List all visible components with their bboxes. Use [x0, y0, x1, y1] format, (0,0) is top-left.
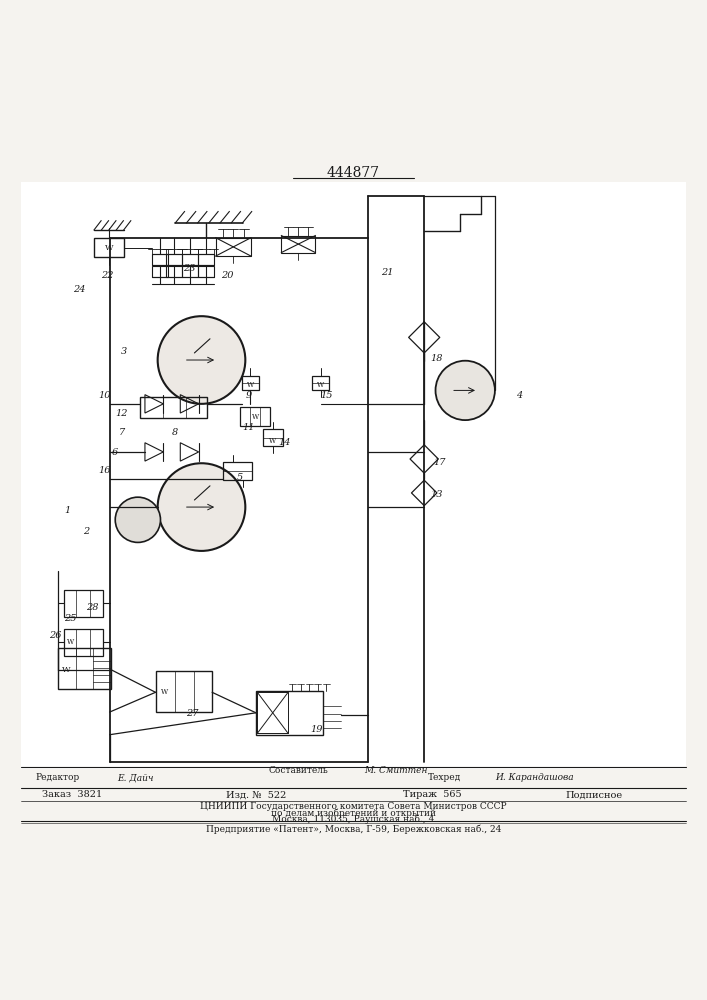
Text: 24: 24 — [73, 285, 86, 294]
Text: 2: 2 — [83, 527, 89, 536]
Text: М. Смиттен: М. Смиттен — [364, 766, 428, 775]
Text: 15: 15 — [320, 391, 333, 400]
Text: Заказ  3821: Заказ 3821 — [42, 790, 103, 799]
Text: И. Карандашова: И. Карандашова — [495, 773, 573, 782]
Text: 11: 11 — [243, 423, 255, 432]
Bar — [257, 692, 288, 733]
Text: ЦНИИПИ Государственного комитета Совета Министров СССР: ЦНИИПИ Государственного комитета Совета … — [200, 802, 507, 811]
Text: 6: 6 — [112, 448, 117, 457]
Text: 20: 20 — [221, 271, 234, 280]
Bar — [223, 462, 252, 480]
Text: Подписное: Подписное — [566, 790, 623, 799]
Text: Предприятие «Патент», Москва, Г-59, Бережковская наб., 24: Предприятие «Патент», Москва, Г-59, Бере… — [206, 825, 501, 834]
Bar — [166, 266, 182, 277]
Bar — [256, 691, 323, 735]
Text: 10: 10 — [98, 391, 111, 400]
Text: Тираж  565: Тираж 565 — [403, 790, 462, 799]
Text: W: W — [269, 437, 276, 445]
Bar — [94, 238, 124, 257]
Circle shape — [158, 463, 245, 551]
Text: Изд. №  522: Изд. № 522 — [226, 790, 286, 799]
Circle shape — [158, 316, 245, 404]
Bar — [140, 397, 207, 418]
Text: Составитель: Составитель — [269, 766, 329, 775]
Text: Москва, 113035, Раушская наб., 4: Москва, 113035, Раушская наб., 4 — [272, 815, 435, 824]
Bar — [152, 266, 168, 277]
Bar — [198, 254, 214, 265]
Text: W: W — [247, 381, 254, 389]
Circle shape — [115, 497, 160, 542]
Bar — [64, 590, 103, 617]
Text: 25: 25 — [64, 614, 77, 623]
Text: 3: 3 — [121, 347, 127, 356]
Text: 16: 16 — [98, 466, 111, 475]
Bar — [281, 236, 315, 253]
Text: 1: 1 — [64, 506, 70, 515]
Text: W: W — [252, 413, 259, 421]
Text: 9: 9 — [246, 391, 252, 400]
Bar — [21, 182, 686, 769]
Text: 27: 27 — [186, 709, 199, 718]
Bar — [242, 376, 259, 390]
Bar — [64, 629, 103, 656]
Text: Редактор: Редактор — [35, 773, 80, 782]
Bar — [182, 266, 198, 277]
Bar — [216, 238, 251, 256]
Bar — [156, 671, 212, 712]
Text: 21: 21 — [381, 268, 394, 277]
Bar — [198, 266, 214, 277]
Text: 28: 28 — [86, 603, 98, 612]
Bar — [58, 648, 111, 689]
Text: 17: 17 — [433, 458, 446, 467]
Text: 13: 13 — [431, 490, 443, 499]
Text: 22: 22 — [101, 271, 114, 280]
Text: W: W — [62, 666, 71, 674]
Text: W: W — [105, 244, 113, 252]
Text: W: W — [161, 688, 168, 696]
Bar — [182, 254, 198, 265]
Text: Техред: Техред — [428, 773, 461, 782]
Text: W: W — [67, 638, 74, 646]
Text: по делам изобретений и открытий: по делам изобретений и открытий — [271, 808, 436, 818]
Circle shape — [436, 361, 495, 420]
Text: 444877: 444877 — [327, 166, 380, 180]
Text: 18: 18 — [431, 354, 443, 363]
Text: Е. Дайч: Е. Дайч — [117, 773, 153, 782]
Text: 4: 4 — [517, 391, 522, 400]
Bar — [312, 376, 329, 390]
Text: 14: 14 — [278, 438, 291, 447]
Bar — [263, 429, 283, 446]
Text: W: W — [317, 381, 325, 389]
Text: 19: 19 — [310, 725, 323, 734]
Text: 23: 23 — [183, 264, 196, 273]
Bar — [152, 254, 168, 265]
Bar — [240, 407, 270, 426]
Text: 12: 12 — [115, 409, 128, 418]
Text: 26: 26 — [49, 631, 62, 640]
Bar — [166, 254, 182, 265]
Text: 7: 7 — [119, 428, 124, 437]
Text: 8: 8 — [173, 428, 178, 437]
Text: 5: 5 — [238, 473, 243, 482]
